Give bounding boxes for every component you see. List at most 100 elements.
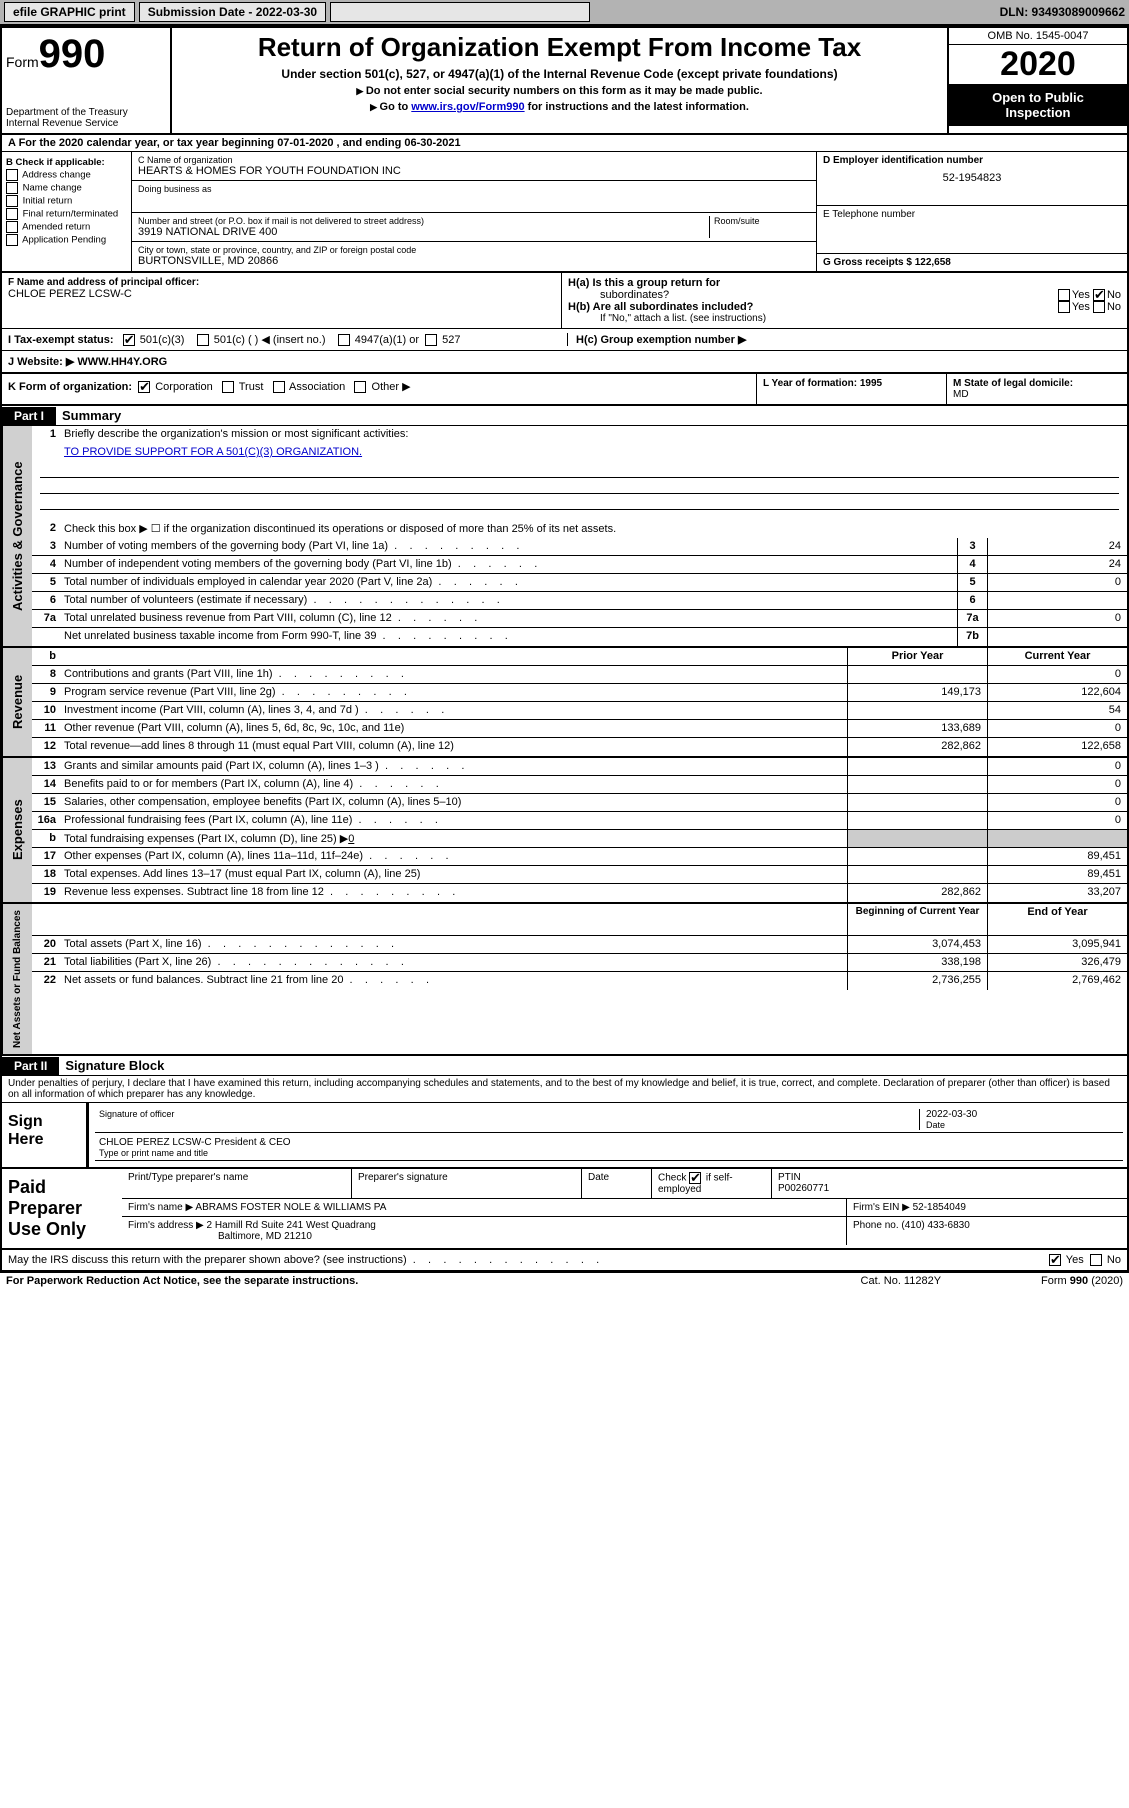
- ptin-val: P00260771: [778, 1183, 1121, 1194]
- part2-title: Signature Block: [59, 1056, 170, 1075]
- c14: 0: [987, 776, 1127, 793]
- addr-label: Number and street (or P.O. box if mail i…: [138, 216, 705, 226]
- p10: [847, 702, 987, 719]
- cb-other[interactable]: [354, 381, 366, 393]
- instruction-1: Do not enter social security numbers on …: [176, 85, 943, 97]
- sign-here-label: Sign Here: [2, 1103, 82, 1167]
- side-tab-revenue: Revenue: [2, 648, 32, 756]
- c8: 0: [987, 666, 1127, 683]
- side-tab-governance: Activities & Governance: [2, 426, 32, 646]
- line11: Other revenue (Part VIII, column (A), li…: [60, 720, 847, 737]
- cb-ha-yes[interactable]: [1058, 289, 1070, 301]
- form-header: Form990 Department of the Treasury Inter…: [2, 28, 1127, 135]
- c16a: 0: [987, 812, 1127, 829]
- footer-mid: Cat. No. 11282Y: [861, 1275, 942, 1287]
- section-c: C Name of organization HEARTS & HOMES FO…: [132, 152, 817, 271]
- form-org-label: K Form of organization:: [8, 381, 132, 393]
- p15: [847, 794, 987, 811]
- cb-trust[interactable]: [222, 381, 234, 393]
- opt-corp: Corporation: [155, 381, 212, 393]
- mission-link[interactable]: TO PROVIDE SUPPORT FOR A 501(C)(3) ORGAN…: [64, 446, 362, 458]
- section-h: H(a) Is this a group return for subordin…: [562, 273, 1127, 328]
- irs-link[interactable]: www.irs.gov/Form990: [411, 101, 524, 113]
- ha-label: H(a) Is this a group return for: [568, 277, 720, 289]
- dln-label: DLN: 93493089009662: [1000, 5, 1125, 19]
- addr-value: 3919 NATIONAL DRIVE 400: [138, 226, 705, 238]
- line18: Total expenses. Add lines 13–17 (must eq…: [60, 866, 847, 883]
- b22: 2,736,255: [847, 972, 987, 990]
- state-domicile-lbl: M State of legal domicile:: [953, 378, 1073, 389]
- cb-4947[interactable]: [338, 334, 350, 346]
- p9: 149,173: [847, 684, 987, 701]
- part2-header: Part II: [2, 1057, 59, 1075]
- year-formation: L Year of formation: 1995: [763, 378, 882, 389]
- firm-name-label: Firm's name ▶: [128, 1202, 193, 1213]
- perjury-statement: Under penalties of perjury, I declare th…: [2, 1076, 1127, 1103]
- prep-sig-label: Preparer's signature: [352, 1169, 582, 1198]
- blank-line-1: [40, 462, 1119, 478]
- cb-hb-no[interactable]: [1093, 301, 1105, 313]
- cb-self-emp[interactable]: [689, 1172, 701, 1184]
- lbl-amended: Amended return: [22, 222, 90, 233]
- org-name-value: HEARTS & HOMES FOR YOUTH FOUNDATION INC: [138, 165, 810, 177]
- b20: 3,074,453: [847, 936, 987, 953]
- cb-discuss-yes[interactable]: [1049, 1254, 1061, 1266]
- section-deg: D Employer identification number 52-1954…: [817, 152, 1127, 271]
- org-name-label: C Name of organization: [138, 155, 810, 165]
- cb-ha-no[interactable]: [1093, 289, 1105, 301]
- cb-address-change[interactable]: [6, 169, 18, 181]
- ha-yes: Yes: [1072, 289, 1090, 301]
- b21: 338,198: [847, 954, 987, 971]
- line9: Program service revenue (Part VIII, line…: [60, 684, 847, 701]
- blank-line-2: [40, 478, 1119, 494]
- officer-value: CHLOE PEREZ LCSW-C: [8, 288, 555, 300]
- c19: 33,207: [987, 884, 1127, 902]
- opt-501c3: 501(c)(3): [140, 334, 185, 346]
- val3: 24: [987, 538, 1127, 555]
- line7b: Net unrelated business taxable income fr…: [60, 628, 957, 646]
- line22: Net assets or fund balances. Subtract li…: [60, 972, 847, 990]
- val5: 0: [987, 574, 1127, 591]
- e22: 2,769,462: [987, 972, 1127, 990]
- cb-501c3[interactable]: [123, 334, 135, 346]
- cb-501c[interactable]: [197, 334, 209, 346]
- section-b-label: B Check if applicable:: [6, 157, 127, 168]
- ein-value: 52-1954823: [823, 172, 1121, 184]
- submission-date: Submission Date - 2022-03-30: [139, 2, 326, 22]
- cb-527[interactable]: [425, 334, 437, 346]
- cb-amended[interactable]: [6, 221, 18, 233]
- p11: 133,689: [847, 720, 987, 737]
- firm-addr-label: Firm's address ▶: [128, 1220, 204, 1231]
- e20: 3,095,941: [987, 936, 1127, 953]
- line3: Number of voting members of the governin…: [60, 538, 957, 555]
- ein-label: D Employer identification number: [823, 155, 1121, 166]
- val16b: 0: [348, 833, 354, 845]
- line16b: Total fundraising expenses (Part IX, col…: [64, 833, 348, 845]
- lbl-initial-return: Initial return: [23, 196, 73, 207]
- form-number: 990: [39, 32, 106, 76]
- cb-pending[interactable]: [6, 234, 18, 246]
- opt-trust: Trust: [239, 381, 264, 393]
- cb-hb-yes[interactable]: [1058, 301, 1070, 313]
- lbl-final-return: Final return/terminated: [23, 209, 119, 220]
- tax-year: 2020: [949, 45, 1127, 84]
- efile-print-button[interactable]: efile GRAPHIC print: [4, 2, 135, 22]
- sig-name-label: Type or print name and title: [99, 1148, 1119, 1158]
- cb-assoc[interactable]: [273, 381, 285, 393]
- p13: [847, 758, 987, 775]
- cb-corp[interactable]: [138, 381, 150, 393]
- blank-line-3: [40, 494, 1119, 510]
- cb-final-return[interactable]: [6, 208, 18, 220]
- check-self-emp: Check: [658, 1173, 689, 1184]
- beg-year-hdr: Beginning of Current Year: [847, 904, 987, 935]
- website-label: J Website: ▶: [8, 356, 74, 368]
- p12: 282,862: [847, 738, 987, 756]
- prior-year-hdr: Prior Year: [847, 648, 987, 665]
- firm-addr-1: 2 Hamill Rd Suite 241 West Quadrang: [207, 1220, 376, 1231]
- line17: Other expenses (Part IX, column (A), lin…: [60, 848, 847, 865]
- cb-initial-return[interactable]: [6, 195, 18, 207]
- instr2-b: for instructions and the latest informat…: [525, 101, 749, 113]
- open-public-2: Inspection: [1005, 105, 1070, 120]
- cb-name-change[interactable]: [6, 182, 18, 194]
- cb-discuss-no[interactable]: [1090, 1254, 1102, 1266]
